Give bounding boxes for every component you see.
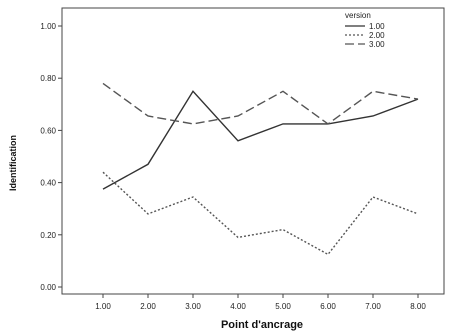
x-axis-label: Point d'ancrage (221, 319, 303, 331)
x-tick-label: 4.00 (230, 302, 246, 311)
y-tick-label: 0.40 (40, 179, 56, 188)
plot-frame (61, 7, 445, 295)
x-tick-label: 3.00 (185, 302, 201, 311)
x-axis: 1.00 2.00 3.00 4.00 5.00 6.00 7.00 8.00 (95, 294, 426, 311)
series-layer (102, 82, 419, 256)
y-tick-label: 0.00 (40, 283, 56, 292)
series-line-3.00 (102, 82, 419, 125)
y-tick-label: 0.80 (40, 74, 56, 83)
legend-label: 1.00 (369, 22, 385, 31)
y-tick-label: 0.60 (40, 126, 56, 135)
legend-title: version (345, 11, 371, 20)
y-tick-label: 1.00 (40, 22, 56, 31)
x-tick-label: 1.00 (95, 302, 111, 311)
x-tick-label: 6.00 (320, 302, 336, 311)
x-tick-label: 2.00 (140, 302, 156, 311)
y-axis-label: Identification (8, 135, 18, 191)
x-tick-label: 5.00 (275, 302, 291, 311)
y-axis: 0.00 0.20 0.40 0.60 0.80 1.00 (40, 22, 62, 292)
y-tick-label: 0.20 (40, 231, 56, 240)
series-line-2.00 (102, 171, 419, 256)
legend-label: 2.00 (369, 31, 385, 40)
legend: version 1.002.003.00 (345, 11, 385, 49)
x-tick-label: 7.00 (365, 302, 381, 311)
legend-label: 3.00 (369, 40, 385, 49)
x-tick-label: 8.00 (410, 302, 426, 311)
series-line-1.00 (102, 90, 419, 190)
